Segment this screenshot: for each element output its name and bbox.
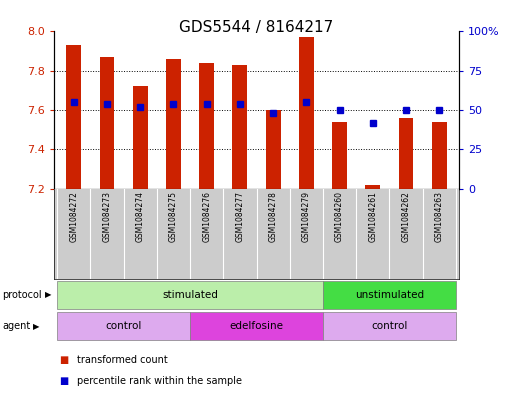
Bar	[332, 122, 347, 189]
Text: GSM1084275: GSM1084275	[169, 191, 178, 242]
Text: transformed count: transformed count	[77, 354, 168, 365]
Text: protocol: protocol	[3, 290, 42, 300]
Text: GSM1084276: GSM1084276	[202, 191, 211, 242]
Text: ▶: ▶	[33, 322, 40, 331]
Text: GSM1084262: GSM1084262	[402, 191, 410, 242]
Text: GSM1084261: GSM1084261	[368, 191, 377, 242]
Bar	[232, 65, 247, 189]
Text: GSM1084272: GSM1084272	[69, 191, 78, 242]
Bar	[100, 57, 114, 189]
Text: GSM1084278: GSM1084278	[269, 191, 278, 242]
Bar	[57, 312, 190, 340]
Text: GSM1084279: GSM1084279	[302, 191, 311, 242]
Bar	[323, 312, 456, 340]
Text: GSM1084273: GSM1084273	[103, 191, 111, 242]
Bar	[199, 63, 214, 189]
Text: agent: agent	[3, 321, 31, 331]
Bar	[66, 45, 81, 189]
Text: control: control	[371, 321, 407, 331]
Text: GSM1084263: GSM1084263	[435, 191, 444, 242]
Bar	[323, 281, 456, 309]
Text: percentile rank within the sample: percentile rank within the sample	[77, 376, 242, 386]
Text: stimulated: stimulated	[162, 290, 218, 300]
Text: edelfosine: edelfosine	[229, 321, 284, 331]
Bar	[299, 37, 314, 189]
Bar	[365, 185, 380, 189]
Text: control: control	[106, 321, 142, 331]
Bar	[57, 281, 323, 309]
Bar	[399, 118, 413, 189]
Text: GDS5544 / 8164217: GDS5544 / 8164217	[180, 20, 333, 35]
Bar	[432, 122, 447, 189]
Text: ▶: ▶	[45, 290, 52, 299]
Bar	[190, 312, 323, 340]
Bar	[133, 86, 148, 189]
Text: ■: ■	[59, 354, 68, 365]
Text: GSM1084277: GSM1084277	[235, 191, 244, 242]
Text: GSM1084260: GSM1084260	[335, 191, 344, 242]
Bar	[266, 110, 281, 189]
Bar	[166, 59, 181, 189]
Text: GSM1084274: GSM1084274	[136, 191, 145, 242]
Text: ■: ■	[59, 376, 68, 386]
Text: unstimulated: unstimulated	[355, 290, 424, 300]
